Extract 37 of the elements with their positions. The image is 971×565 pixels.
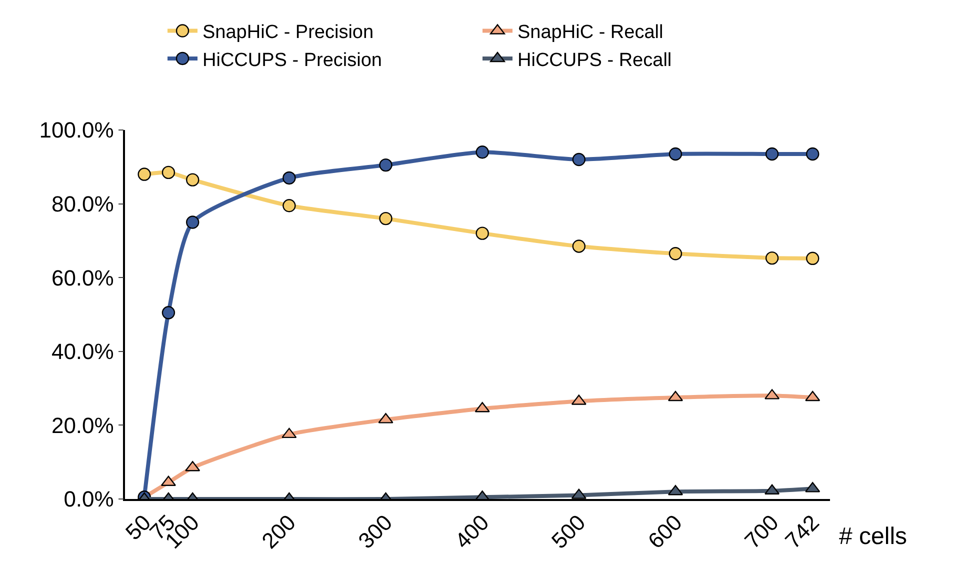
point <box>138 168 151 181</box>
point <box>282 171 296 185</box>
point <box>572 152 586 166</box>
y-tick-label: 40.0% <box>51 339 114 364</box>
x-tick-label: 500 <box>546 510 590 554</box>
point <box>668 147 682 161</box>
point <box>572 240 586 253</box>
point <box>379 212 392 226</box>
point <box>282 199 296 212</box>
point <box>806 252 820 266</box>
legend-label: SnapHiC - Precision <box>202 22 374 44</box>
legend-label: SnapHiC - Recall <box>518 22 664 44</box>
point <box>805 390 820 402</box>
point <box>765 251 779 265</box>
point <box>476 146 489 159</box>
legend-label: HiCCUPS - Precision <box>202 50 382 71</box>
x-tick-label: 300 <box>353 510 398 554</box>
x-axis-title: # cells <box>839 523 908 550</box>
point <box>282 428 297 438</box>
y-tick-label: 60.0% <box>51 265 114 290</box>
point <box>162 166 176 180</box>
x-tick-label: 200 <box>256 510 300 554</box>
point <box>765 147 779 161</box>
point <box>186 173 200 186</box>
point <box>806 147 820 161</box>
point <box>162 306 176 320</box>
point <box>476 226 489 240</box>
y-tick-label: 20.0% <box>51 412 114 438</box>
y-tick-label: 100.0% <box>39 118 114 143</box>
point <box>668 247 682 260</box>
point <box>186 216 200 229</box>
legend-label: HiCCUPS - Recall <box>518 50 672 71</box>
point <box>379 158 392 172</box>
y-tick-label: 0.0% <box>64 486 114 512</box>
x-tick-label: 400 <box>450 510 494 554</box>
y-tick-label: 80.0% <box>51 192 114 216</box>
x-tick-label: 600 <box>643 510 687 554</box>
